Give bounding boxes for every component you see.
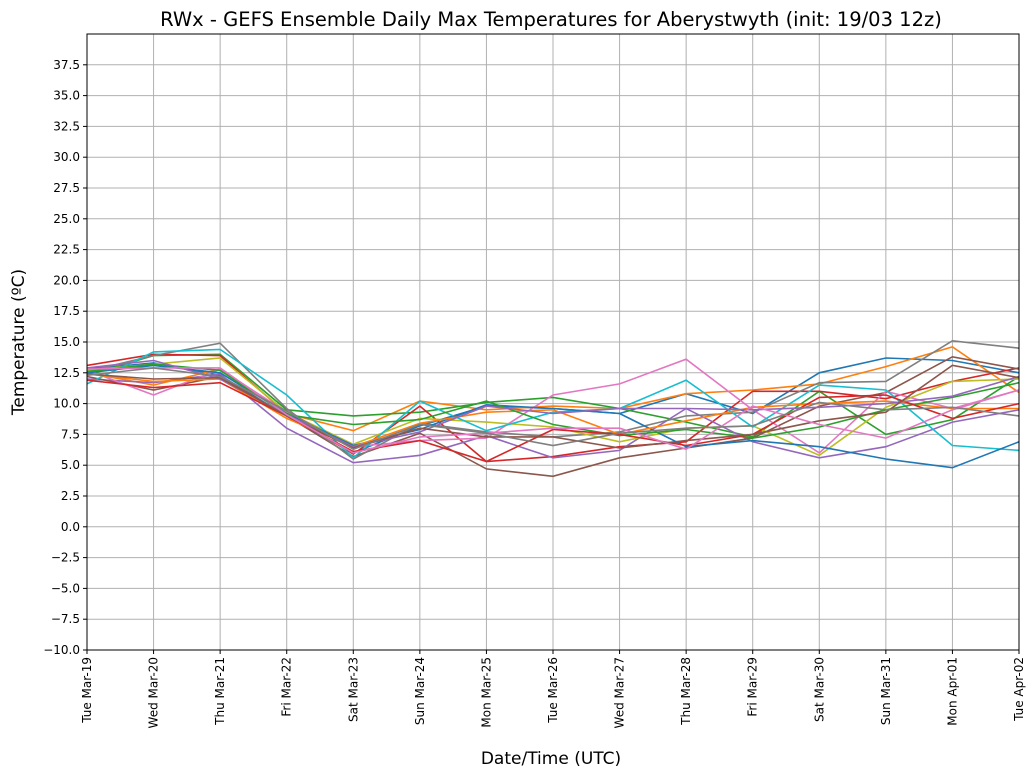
x-tick-label: Tue Mar-26 (546, 657, 560, 724)
series-line-member-17 (86, 367, 1020, 454)
y-tick-label: 20.0 (53, 273, 80, 287)
x-tick-label: Wed Mar-20 (147, 657, 161, 728)
y-tick-label: 12.5 (53, 366, 80, 380)
series-line-member-12 (86, 373, 1019, 448)
x-tick-label: Tue Apr-02 (1012, 657, 1026, 722)
y-tick-label: 35.0 (53, 89, 80, 103)
series-line-member-9 (86, 357, 1020, 457)
chart-title: RWx - GEFS Ensemble Daily Max Temperatur… (160, 8, 942, 31)
x-tick-label: Sun Mar-24 (413, 657, 427, 725)
series-line-member-14 (86, 379, 1020, 463)
y-tick-label: −2.5 (51, 551, 80, 565)
y-axis-label: Temperature (ºC) (9, 269, 29, 416)
series-line-member-16 (86, 364, 1020, 449)
x-tick-label: Fri Mar-22 (280, 657, 294, 717)
x-tick-label: Thu Mar-28 (679, 657, 693, 726)
x-tick-label: Wed Mar-27 (613, 657, 627, 728)
x-tick-label: Mon Apr-01 (945, 657, 959, 726)
y-tick-label: 2.5 (61, 489, 80, 503)
y-tick-label: 7.5 (61, 427, 80, 441)
y-tick-label: 25.0 (53, 212, 80, 226)
grid (86, 34, 1020, 651)
series-line-member-11 (86, 364, 1020, 469)
series-lines (86, 339, 1020, 478)
y-tick-label: 37.5 (53, 58, 80, 72)
x-tick-label: Sun Mar-31 (879, 657, 893, 725)
x-tick-label: Fri Mar-29 (746, 657, 760, 717)
y-tick-label: 15.0 (53, 335, 80, 349)
series-line-member-3 (86, 353, 1020, 438)
y-tick-label: 30.0 (53, 150, 80, 164)
y-axis-ticks: −10.0 −7.5 −5.0 −2.5 0.0 2.5 5.0 7.5 10.0 12.5 15.… (43, 58, 87, 657)
y-tick-label: 17.5 (53, 304, 80, 318)
y-tick-label: 10.0 (53, 397, 80, 411)
x-tick-label: Mon Mar-25 (479, 657, 493, 728)
y-tick-label: 5.0 (61, 458, 80, 472)
y-tick-label: −7.5 (51, 612, 80, 626)
x-tick-label: Sat Mar-23 (346, 657, 360, 722)
x-tick-label: Sat Mar-30 (812, 657, 826, 722)
series-line-member-18 (86, 367, 1020, 451)
y-tick-label: 32.5 (53, 119, 80, 133)
y-tick-label: −5.0 (51, 581, 80, 595)
y-tick-label: 0.0 (61, 520, 80, 534)
x-tick-label: Thu Mar-21 (213, 657, 227, 726)
x-tick-label: Tue Mar-19 (80, 657, 94, 724)
y-tick-label: 22.5 (53, 243, 80, 257)
y-tick-label: −10.0 (43, 643, 80, 657)
x-axis-ticks: Tue Mar-19 Wed Mar-20 Thu Mar-21 Fri Mar-22… (80, 650, 1026, 728)
series-line-member-10 (86, 348, 1020, 459)
x-axis-label: Date/Time (UTC) (481, 749, 621, 769)
y-tick-label: 27.5 (53, 181, 80, 195)
